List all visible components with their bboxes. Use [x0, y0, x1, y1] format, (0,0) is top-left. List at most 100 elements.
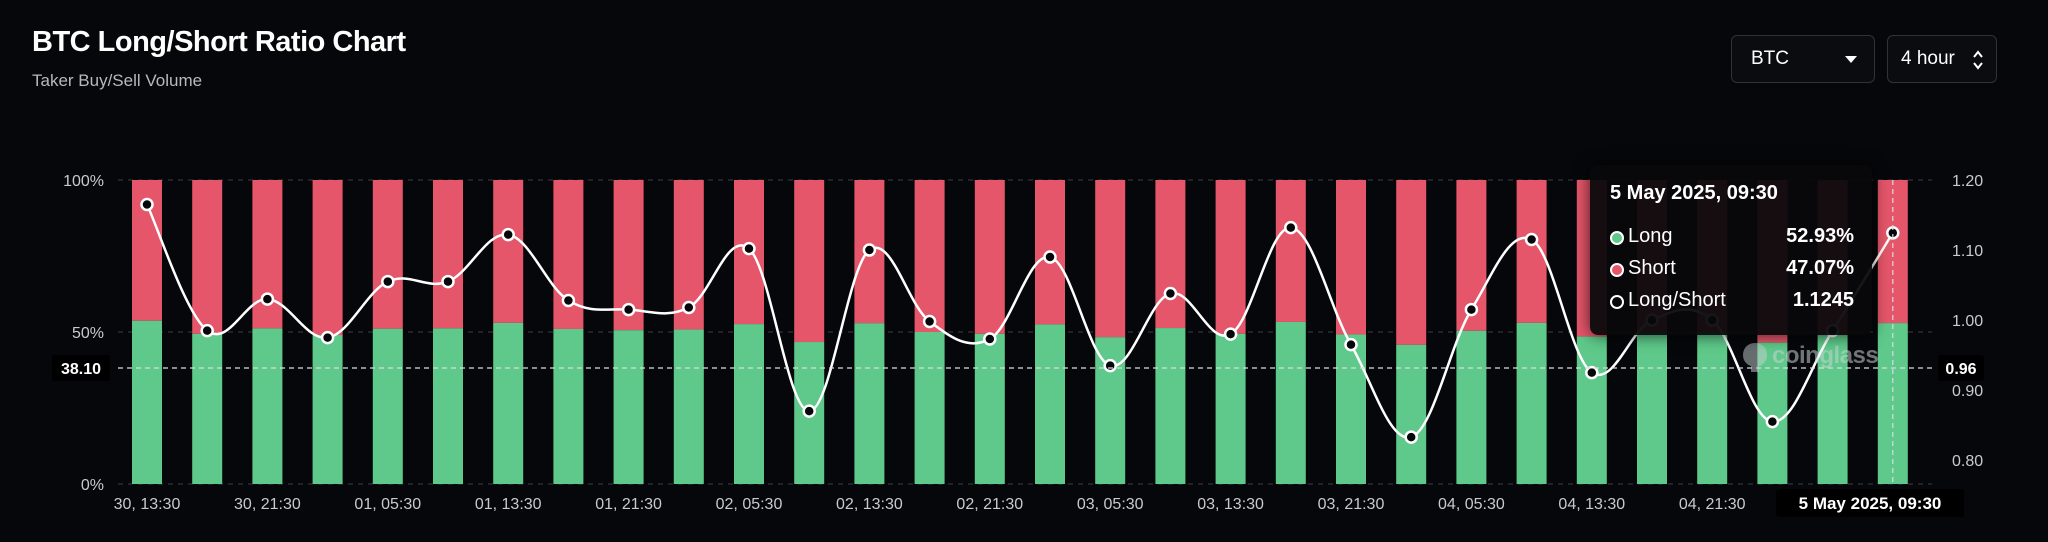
tooltip-value-long: 52.93%: [1786, 225, 1854, 247]
page-subtitle: Taker Buy/Sell Volume: [32, 71, 203, 90]
ratio-point: [802, 404, 816, 418]
long-bar: [1817, 335, 1848, 484]
ratio-point: [922, 314, 937, 329]
tooltip-label-short: Short: [1628, 257, 1676, 279]
short-bar: [192, 180, 223, 334]
long-bar: [1637, 332, 1667, 484]
tooltip-row-ratio: Long/Short 1.1245: [1610, 289, 1854, 315]
interval-select-value: 4 hour: [1901, 48, 1955, 69]
long-bar: [132, 320, 162, 484]
ratio-point: [200, 323, 214, 338]
ratio-point: [1043, 250, 1057, 264]
y-right-tick-label: 1.20: [1952, 173, 1983, 190]
tooltip-date: 5 May 2025, 09:30: [1610, 182, 1778, 204]
long-bar: [854, 323, 885, 484]
long-bar: [1035, 324, 1065, 484]
x-tick-label: 03, 05:30: [1077, 496, 1144, 513]
symbol-select-value: BTC: [1751, 48, 1789, 69]
short-bar: [433, 180, 463, 329]
long-bar: [1697, 332, 1728, 484]
long-bar: [673, 329, 704, 484]
ratio-point: [1163, 286, 1178, 301]
short-bar: [914, 180, 945, 332]
long-bar: [1877, 323, 1908, 484]
short-bar: [312, 180, 343, 336]
short-bar: [252, 180, 283, 329]
long-bar: [734, 324, 764, 484]
ratio-point: [983, 332, 997, 346]
x-tick-label: 30, 21:30: [234, 496, 301, 513]
short-bar: [1396, 180, 1427, 345]
crosshair-x-label-bg: [1776, 489, 1964, 517]
symbol-select[interactable]: BTC: [1731, 35, 1875, 83]
page-title: BTC Long/Short Ratio Chart: [32, 26, 406, 58]
long-bar: [1155, 328, 1186, 484]
long-bar: [553, 328, 584, 484]
long-bar: [192, 333, 223, 484]
x-tick-label: 04, 21:30: [1679, 496, 1746, 513]
ratio-point: [1765, 414, 1780, 429]
long-bar: [1456, 330, 1487, 484]
long-bar: [914, 332, 945, 484]
ratio-point: [862, 243, 877, 257]
ratio-point: [1103, 358, 1117, 373]
short-bar: [1155, 180, 1186, 329]
x-tick-label: 01, 13:30: [475, 496, 542, 513]
tooltip-row-short: Short 47.07%: [1610, 257, 1854, 283]
short-bar: [1275, 180, 1306, 322]
ratio-point: [1223, 327, 1238, 341]
tooltip-row-long: Long 52.93%: [1610, 225, 1854, 251]
long-bar: [1516, 322, 1547, 484]
ratio-point: [1284, 220, 1298, 235]
ratio-point: [621, 302, 636, 317]
interval-select[interactable]: 4 hour: [1887, 35, 1997, 83]
x-tick-label: 02, 13:30: [836, 496, 903, 513]
ratio-point: [561, 293, 576, 308]
long-bar: [1336, 334, 1366, 484]
tooltip-value-short: 47.07%: [1786, 257, 1854, 279]
ratio-point: [1464, 302, 1479, 317]
long-bar: [252, 328, 283, 484]
y-right-tick-label: 1.00: [1952, 313, 1983, 330]
short-bar: [794, 180, 825, 343]
long-bar: [493, 322, 524, 484]
ratio-point: [441, 274, 455, 289]
ratio-dot-icon: [1610, 295, 1624, 309]
x-tick-label: 02, 21:30: [956, 496, 1023, 513]
tooltip-value-ratio: 1.1245: [1792, 289, 1854, 311]
ratio-point: [501, 227, 515, 242]
y-left-tick-label: 0%: [81, 477, 104, 494]
short-bar: [1095, 180, 1126, 338]
ratio-point: [1404, 430, 1418, 444]
crosshair-left-label: 38.10: [61, 361, 101, 378]
ratio-point: [320, 330, 335, 345]
long-bar: [1757, 342, 1788, 484]
crosshair-x-label: 5 May 2025, 09:30: [1799, 494, 1942, 513]
up-down-chevron-icon: [1973, 50, 1983, 70]
long-bar: [974, 333, 1005, 484]
crosshair-right-label-bg: [1938, 355, 1984, 381]
data-tooltip: 5 May 2025, 09:30 Long 52.93% Short 47.0…: [1590, 165, 1872, 335]
tooltip-label-long: Long: [1628, 225, 1673, 247]
short-bar: [1215, 180, 1246, 334]
long-bar: [433, 328, 463, 484]
long-bar: [312, 335, 343, 484]
tooltip-label-ratio: Long/Short: [1628, 289, 1726, 311]
x-tick-label: 03, 21:30: [1318, 496, 1385, 513]
x-tick-label: 30, 13:30: [114, 496, 181, 513]
x-tick-label: 01, 21:30: [595, 496, 662, 513]
crosshair-right-label: 0.96: [1945, 361, 1976, 378]
x-tick-label: 01, 05:30: [354, 496, 421, 513]
x-tick-label: 04, 13:30: [1558, 496, 1625, 513]
watermark-text: coinglass: [1772, 342, 1879, 369]
y-right-tick-label: 1.10: [1952, 243, 1983, 260]
long-bar: [1396, 344, 1427, 484]
x-tick-label: 03, 13:30: [1197, 496, 1264, 513]
long-bar: [1215, 333, 1246, 484]
short-dot-icon: [1610, 263, 1624, 277]
ratio-point: [1344, 337, 1358, 352]
ratio-point: [381, 274, 395, 289]
y-right-tick-label: 0.90: [1952, 383, 1983, 400]
short-bar: [974, 180, 1005, 334]
